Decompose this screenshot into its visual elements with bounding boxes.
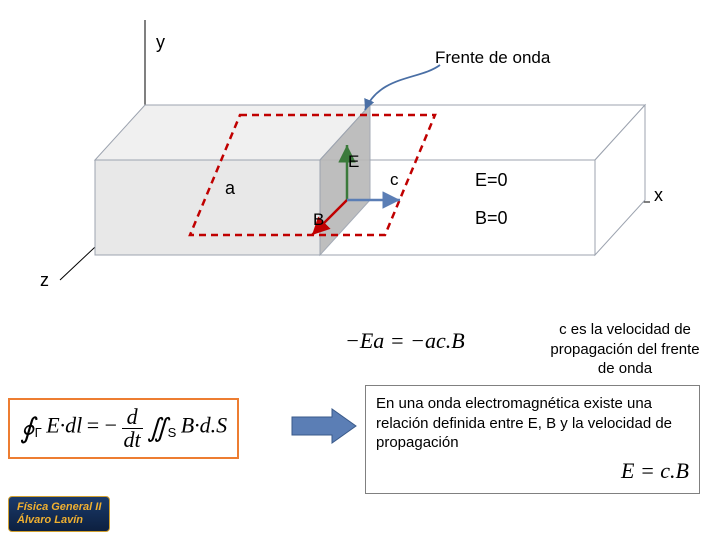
wave-diagram: y x z Frente de onda a E B c E=0 B=0 [40,10,680,290]
z-axis-label: z [40,270,49,291]
implication-arrow [288,405,360,452]
diagram-svg [40,10,680,290]
faraday-lhs-body: E·dl [46,413,82,438]
explain-text: En una onda electromagnética existe una … [376,394,689,453]
course-logo: Física General II Álvaro Lavín [8,496,110,532]
c-caption: c es la velocidad de propagación del fre… [540,320,710,379]
ea-formula-text: −Ea = −ac.B [345,328,465,353]
faraday-eq: = − [87,413,117,438]
x-axis-label: x [654,185,663,206]
faraday-num: d [122,406,143,429]
E-label: E [348,152,359,172]
faraday-rhs-body: B·d.S [181,413,227,438]
c-label: c [390,170,399,190]
B-label: B [313,210,324,230]
faraday-den: dt [122,429,143,451]
faraday-rhs-int: ∬ [147,414,168,443]
faraday-formula-box: ∮Γ E·dl = − d dt ∬S B·d.S [8,398,239,459]
explain-box: En una onda electromagnética existe una … [365,385,700,494]
logo-line1: Física General II [17,501,101,514]
faraday-rhs-sub: S [168,425,177,440]
logo-line2: Álvaro Lavín [17,514,101,527]
faraday-lhs-sub: Γ [35,425,42,440]
ea-formula: −Ea = −ac.B [345,328,465,354]
a-label: a [225,178,235,199]
faraday-lhs-int: ∮ [20,414,35,445]
E0-label: E=0 [475,170,508,191]
B0-label: B=0 [475,208,508,229]
result-formula: E = c.B [376,457,689,486]
y-axis-label: y [156,32,165,53]
wavefront-label: Frente de onda [435,48,550,68]
